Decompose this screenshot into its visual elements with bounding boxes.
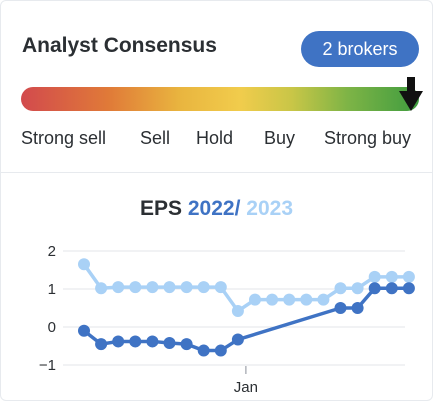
y-tick-label: 2 (48, 243, 56, 260)
eps-year-2023[interactable]: 2023 (246, 197, 293, 220)
data-point-2022 (402, 282, 415, 295)
scale-label-hold: Hold (196, 128, 234, 148)
data-point-2023 (78, 258, 90, 271)
data-point-2022 (351, 302, 364, 314)
eps-year-separator: / (234, 197, 241, 220)
data-point-2023 (368, 270, 381, 283)
card-title: Analyst Consensus (22, 34, 217, 57)
y-tick-label: −1 (39, 357, 56, 374)
data-point-2023 (95, 282, 108, 295)
data-point-2023 (146, 281, 159, 294)
scale-label-buy: Buy (264, 128, 296, 148)
data-point-2023 (385, 270, 398, 283)
consensus-gauge-bar (21, 87, 419, 111)
data-point-2022 (129, 335, 142, 348)
data-point-2022 (231, 333, 244, 346)
data-point-2022 (112, 335, 125, 348)
data-point-2022 (385, 282, 398, 295)
data-point-2022 (146, 335, 159, 348)
data-point-2022 (334, 302, 347, 314)
data-point-2023 (402, 270, 415, 283)
data-point-2023 (129, 281, 142, 294)
data-point-2023 (231, 305, 244, 318)
data-point-2023 (283, 293, 296, 306)
down-arrow-icon (399, 77, 423, 111)
consensus-header: Analyst Consensus 2 brokers Strong sell … (1, 1, 432, 173)
data-point-2023 (266, 293, 279, 306)
data-point-2023 (163, 281, 176, 294)
data-point-2023 (334, 282, 347, 295)
data-point-2022 (180, 338, 193, 351)
data-point-2023 (351, 282, 364, 295)
data-point-2023 (249, 293, 261, 306)
scale-label-strong-sell: Strong sell (21, 128, 107, 148)
data-point-2022 (163, 336, 176, 349)
brokers-badge[interactable]: 2 brokers (301, 31, 419, 67)
data-point-2022 (197, 344, 210, 357)
data-point-2023 (214, 281, 227, 294)
eps-label: EPS (140, 197, 183, 220)
data-point-2023 (112, 281, 125, 294)
data-point-2023 (180, 281, 193, 294)
eps-chart-title: EPS 2022/ 2023 (1, 197, 432, 221)
eps-year-2022[interactable]: 2022 (187, 197, 235, 220)
data-point-2023 (317, 293, 330, 306)
data-point-2023 (197, 281, 210, 294)
data-point-2022 (95, 338, 108, 351)
y-tick-label: 0 (48, 319, 56, 336)
section-divider (1, 172, 432, 173)
data-point-2022 (214, 344, 227, 357)
data-point-2022 (368, 282, 381, 295)
data-point-2023 (300, 293, 313, 306)
scale-label-strong-buy: Strong buy (324, 128, 412, 148)
scale-label-sell: Sell (140, 128, 171, 148)
x-tick-label: Jan (234, 379, 258, 396)
data-point-2022 (78, 324, 90, 337)
y-tick-label: 1 (48, 281, 56, 298)
